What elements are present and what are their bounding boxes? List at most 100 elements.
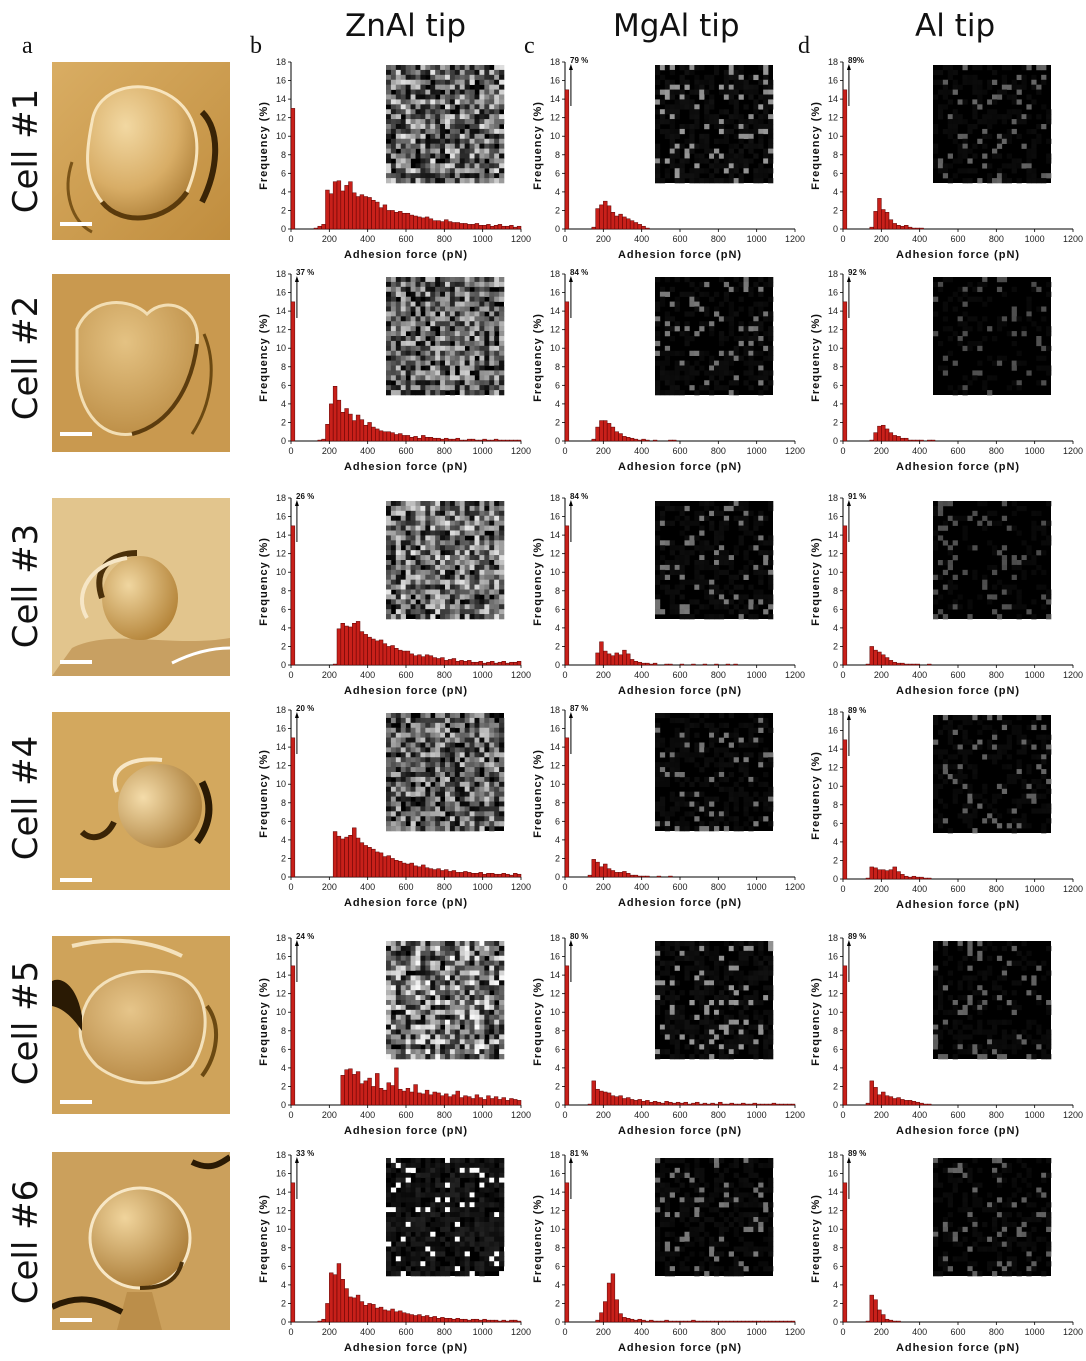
inset-pixel [714, 614, 720, 620]
inset-pixel [479, 168, 485, 174]
inset-pixel [395, 158, 402, 164]
inset-pixel [748, 119, 754, 125]
histogram-bar [618, 213, 623, 230]
x-axis-label: Adhesion force (pN) [618, 249, 742, 261]
inset-pixel [659, 796, 666, 802]
inset-pixel [1046, 808, 1052, 814]
inset-pixel [679, 826, 685, 832]
inset-pixel [454, 569, 461, 576]
histogram-bar [714, 663, 719, 666]
inset-pixel [400, 109, 406, 115]
inset-pixel [1016, 99, 1022, 105]
inset-pixel [669, 148, 675, 154]
inset-pixel [445, 286, 451, 293]
inset-pixel [748, 796, 754, 802]
inset-pixel [714, 124, 720, 130]
inset-pixel [992, 520, 998, 526]
inset-pixel [459, 604, 465, 610]
inset-pixel [479, 604, 485, 610]
inset-pixel [390, 350, 397, 356]
inset-pixel [674, 143, 680, 149]
inset-pixel [768, 574, 774, 580]
inset-pixel [1016, 84, 1022, 90]
inset-pixel [723, 826, 730, 832]
inset-pixel [669, 505, 675, 512]
inset-pixel [1011, 119, 1017, 125]
inset-pixel [655, 599, 661, 605]
inset-pixel [425, 776, 431, 783]
inset-pixel [733, 821, 739, 827]
inset-pixel [445, 345, 451, 352]
inset-pixel [1026, 764, 1032, 770]
inset-pixel [723, 747, 730, 753]
inset-pixel [440, 747, 446, 753]
x-tick-label: 200 [596, 234, 611, 244]
inset-pixel [395, 550, 402, 556]
inset-pixel [425, 143, 431, 149]
x-tick-label: 1000 [747, 670, 767, 680]
inset-pixel [484, 501, 490, 507]
inset-pixel [655, 124, 661, 130]
inset-pixel [415, 525, 421, 531]
inset-pixel [410, 390, 416, 396]
inset-pixel [479, 786, 485, 792]
inset-pixel [694, 350, 700, 356]
inset-pixel [1006, 385, 1012, 391]
inset-pixel [415, 306, 421, 312]
inset-pixel [479, 525, 485, 531]
inset-pixel [1031, 128, 1037, 135]
inset-pixel [664, 345, 671, 352]
inset-pixel [479, 331, 485, 337]
inset-pixel [659, 510, 666, 517]
inset-pixel [479, 286, 485, 293]
inset-pixel [763, 717, 769, 724]
inset-pixel [1041, 540, 1047, 546]
histogram-bar [409, 214, 414, 230]
inset-pixel [415, 178, 421, 184]
inset-pixel [718, 535, 725, 541]
inset-pixel [996, 813, 1003, 819]
inset-pixel [679, 772, 685, 778]
inset-pixel [415, 65, 421, 71]
inset-pixel [410, 589, 416, 595]
inset-pixel [1021, 360, 1027, 366]
histogram-bar [317, 225, 322, 230]
inset-pixel [435, 286, 441, 293]
histogram-bar [413, 865, 418, 878]
inset-pixel [1041, 306, 1047, 312]
inset-pixel [679, 550, 685, 556]
inset-pixel [415, 138, 421, 144]
inset-pixel [709, 355, 715, 361]
inset-pixel [689, 109, 695, 115]
histogram-bar [394, 212, 399, 230]
histogram-bar [371, 638, 376, 666]
inset-pixel [454, 579, 461, 585]
y-tick-label: 4 [281, 399, 286, 409]
inset-pixel [459, 148, 465, 154]
inset-pixel [445, 599, 451, 605]
histogram-bar [618, 433, 623, 442]
inset-pixel [768, 757, 774, 763]
inset-pixel [440, 781, 446, 788]
inset-pixel [494, 560, 500, 566]
inset-pixel [425, 727, 431, 733]
y-tick-label: 16 [550, 76, 560, 86]
inset-pixel [469, 599, 475, 605]
inset-pixel [474, 717, 480, 724]
inset-pixel [415, 296, 421, 302]
inset-pixel [459, 158, 465, 164]
inset-pixel [499, 515, 505, 521]
inset-pixel [386, 340, 392, 347]
inset-pixel [499, 365, 505, 371]
inset-pixel [1011, 808, 1017, 814]
histogram-bar [432, 220, 437, 230]
inset-pixel [464, 589, 470, 595]
inset-pixel [684, 340, 690, 347]
inset-pixel [1016, 604, 1022, 610]
adhesion-map-inset [386, 501, 505, 620]
inset-pixel [484, 713, 490, 719]
inset-pixel [464, 148, 470, 154]
inset-pixel [962, 311, 968, 317]
y-tick-label: 14 [550, 742, 560, 752]
histogram-bar [513, 661, 518, 666]
